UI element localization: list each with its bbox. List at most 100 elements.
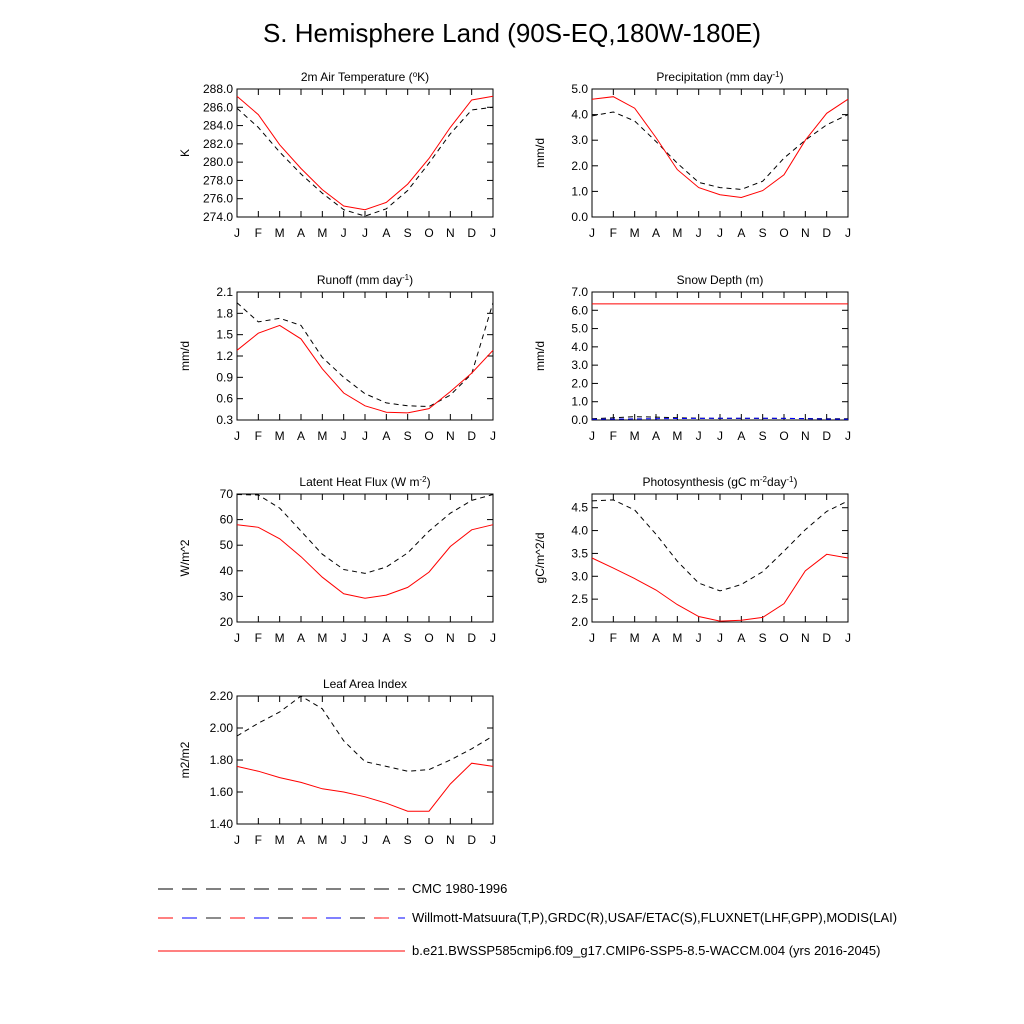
y-tick-label: 278.0 xyxy=(203,173,233,187)
y-tick-label: 0.6 xyxy=(216,392,233,406)
x-tick-label: O xyxy=(779,631,788,645)
y-tick-label: 2.0 xyxy=(571,159,588,173)
x-tick-label: J xyxy=(362,429,368,443)
y-tick-label: 2.0 xyxy=(571,615,588,629)
x-tick-label: A xyxy=(297,226,305,240)
y-tick-label: 20 xyxy=(220,615,234,629)
page-title: S. Hemisphere Land (90S-EQ,180W-180E) xyxy=(262,18,762,48)
y-tick-label: 2.00 xyxy=(210,721,234,735)
x-tick-label: M xyxy=(630,631,640,645)
y-tick-label: 284.0 xyxy=(203,119,233,133)
y-tick-label: 274.0 xyxy=(203,210,233,224)
panel-3: Snow Depth (m) 0.0 1.0 2.0 3.0 4.0 5.0 6.0 7.0 J F… xyxy=(533,273,851,443)
panel-title-1: Precipitation (mm day-1) xyxy=(656,70,783,85)
series-line-model xyxy=(591,96,849,199)
x-tick-label: O xyxy=(424,631,433,645)
x-tick-label: J xyxy=(490,833,496,847)
x-tick-label: J xyxy=(341,226,347,240)
x-tick-label: J xyxy=(341,429,347,443)
x-tick-label: J xyxy=(362,833,368,847)
y-tick-label: 3.0 xyxy=(571,133,588,147)
x-tick-label: A xyxy=(297,833,305,847)
series-line-obs_alt xyxy=(591,417,849,420)
x-tick-label: J xyxy=(696,226,702,240)
x-tick-label: F xyxy=(255,833,262,847)
x-tick-label: S xyxy=(759,429,767,443)
y-tick-label: 40 xyxy=(220,564,234,578)
x-tick-label: N xyxy=(446,429,455,443)
series-line-obs xyxy=(591,111,849,190)
series-line-obs xyxy=(236,494,494,574)
panel-frame xyxy=(236,291,494,421)
y-axis-label: mm/d xyxy=(533,138,547,168)
x-tick-label: O xyxy=(424,226,433,240)
y-tick-label: 3.0 xyxy=(571,358,588,372)
panel-1: Precipitation (mm day-1) 0.0 1.0 2.0 3.0 4.0 5… xyxy=(533,70,851,241)
x-tick-label: A xyxy=(652,226,660,240)
series-line-model xyxy=(591,553,849,622)
panel-frame xyxy=(236,493,494,623)
x-tick-label: J xyxy=(362,631,368,645)
x-tick-label: D xyxy=(467,429,476,443)
y-tick-label: 1.80 xyxy=(210,753,234,767)
panel-frame xyxy=(591,88,849,218)
x-tick-label: F xyxy=(610,631,617,645)
x-tick-label: J xyxy=(589,226,595,240)
x-tick-label: J xyxy=(234,631,240,645)
x-tick-label: M xyxy=(317,631,327,645)
x-tick-label: D xyxy=(467,833,476,847)
x-tick-label: D xyxy=(467,226,476,240)
y-tick-label: 60 xyxy=(220,513,234,527)
y-tick-label: 0.0 xyxy=(571,210,588,224)
panel-title-6: Leaf Area Index xyxy=(323,677,407,691)
y-tick-label: 1.0 xyxy=(571,184,588,198)
x-tick-label: A xyxy=(737,226,745,240)
x-tick-label: N xyxy=(446,631,455,645)
y-axis-label: gC/m^2/d xyxy=(533,533,547,584)
panel-2: Runoff (mm day-1) 0.3 0.6 0.9 1.2 1.5 1.8 2.1 J F… xyxy=(178,273,496,444)
y-tick-label: 2.0 xyxy=(571,376,588,390)
x-tick-label: S xyxy=(404,833,412,847)
panel-title-3: Snow Depth (m) xyxy=(677,273,764,287)
x-tick-label: A xyxy=(297,429,305,443)
x-tick-label: M xyxy=(630,429,640,443)
x-tick-label: J xyxy=(490,631,496,645)
y-tick-label: 4.5 xyxy=(571,501,588,515)
series-line-obs xyxy=(236,695,494,772)
x-tick-label: N xyxy=(801,226,810,240)
x-tick-label: F xyxy=(255,226,262,240)
x-tick-label: M xyxy=(630,226,640,240)
y-tick-label: 1.0 xyxy=(571,395,588,409)
x-tick-label: D xyxy=(467,631,476,645)
y-tick-label: 1.2 xyxy=(216,349,233,363)
y-tick-label: 2.5 xyxy=(571,592,588,606)
x-tick-label: M xyxy=(317,833,327,847)
x-tick-label: J xyxy=(589,631,595,645)
y-tick-label: 2.1 xyxy=(216,285,233,299)
y-tick-label: 3.0 xyxy=(571,569,588,583)
y-tick-label: 276.0 xyxy=(203,192,233,206)
y-tick-label: 4.0 xyxy=(571,108,588,122)
x-tick-label: J xyxy=(717,429,723,443)
x-tick-label: J xyxy=(696,631,702,645)
x-tick-label: J xyxy=(717,226,723,240)
x-tick-label: A xyxy=(382,833,390,847)
y-tick-label: 286.0 xyxy=(203,100,233,114)
y-tick-label: 4.0 xyxy=(571,340,588,354)
x-tick-label: D xyxy=(822,429,831,443)
panel-title-2: Runoff (mm day-1) xyxy=(317,273,413,288)
x-tick-label: J xyxy=(845,429,851,443)
x-tick-label: D xyxy=(822,226,831,240)
panel-0: 2m Air Temperature (oK) 274.0 276.0 278.0 28… xyxy=(178,70,496,241)
y-tick-label: 1.5 xyxy=(216,328,233,342)
series-line-model xyxy=(236,524,494,599)
x-tick-label: A xyxy=(382,631,390,645)
y-tick-label: 0.3 xyxy=(216,413,233,427)
y-tick-label: 5.0 xyxy=(571,322,588,336)
x-tick-label: S xyxy=(759,226,767,240)
y-axis-label: m2/m2 xyxy=(178,741,192,778)
series-line-model xyxy=(236,95,494,211)
x-tick-label: F xyxy=(255,429,262,443)
